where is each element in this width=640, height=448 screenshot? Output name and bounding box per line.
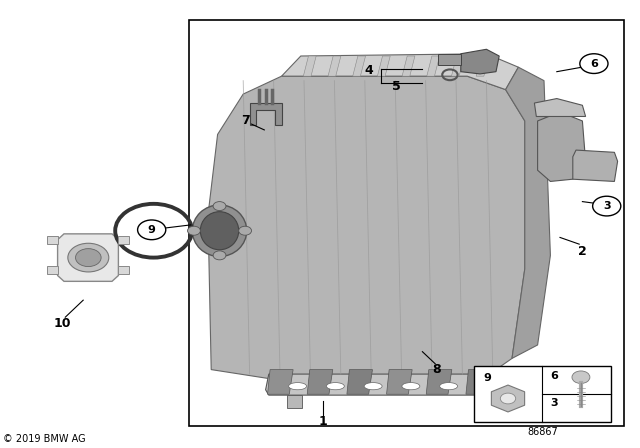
Polygon shape	[402, 56, 415, 76]
Ellipse shape	[477, 383, 495, 390]
Polygon shape	[387, 370, 412, 394]
Polygon shape	[573, 150, 618, 181]
Text: 7: 7	[241, 114, 250, 128]
Text: 6: 6	[590, 59, 598, 69]
Polygon shape	[506, 67, 550, 358]
Circle shape	[138, 220, 166, 240]
Ellipse shape	[326, 383, 344, 390]
Text: 8: 8	[432, 363, 441, 376]
Polygon shape	[268, 370, 293, 394]
Polygon shape	[504, 395, 520, 408]
Polygon shape	[378, 56, 390, 76]
Ellipse shape	[200, 211, 239, 250]
Polygon shape	[466, 370, 492, 394]
Text: 6: 6	[550, 371, 558, 381]
Polygon shape	[353, 56, 365, 76]
Polygon shape	[303, 56, 316, 76]
Circle shape	[580, 54, 608, 73]
Circle shape	[213, 251, 226, 260]
Bar	[47, 266, 58, 274]
Polygon shape	[250, 103, 282, 125]
Text: 2: 2	[578, 245, 587, 258]
Polygon shape	[438, 54, 461, 65]
Circle shape	[500, 393, 516, 404]
Polygon shape	[492, 385, 525, 412]
Bar	[474, 366, 611, 422]
Polygon shape	[534, 99, 586, 116]
Text: 3: 3	[603, 201, 611, 211]
Circle shape	[188, 226, 200, 235]
Polygon shape	[328, 56, 341, 76]
Polygon shape	[426, 370, 452, 394]
Ellipse shape	[192, 205, 247, 256]
Polygon shape	[208, 76, 525, 379]
Circle shape	[239, 226, 252, 235]
Polygon shape	[476, 56, 489, 76]
Polygon shape	[451, 56, 464, 76]
Polygon shape	[347, 370, 372, 394]
Bar	[118, 236, 129, 244]
Polygon shape	[461, 49, 499, 74]
Text: 10: 10	[53, 317, 71, 330]
Circle shape	[213, 202, 226, 211]
Text: 9: 9	[148, 225, 156, 235]
Bar	[118, 266, 129, 274]
Bar	[189, 20, 624, 426]
Polygon shape	[287, 395, 302, 408]
Ellipse shape	[440, 383, 458, 390]
Text: © 2019 BMW AG: © 2019 BMW AG	[3, 434, 86, 444]
Ellipse shape	[289, 383, 307, 390]
Text: 86867: 86867	[527, 427, 558, 437]
Bar	[47, 236, 58, 244]
Circle shape	[572, 371, 590, 383]
Text: 3: 3	[550, 398, 557, 408]
Circle shape	[593, 196, 621, 216]
Polygon shape	[282, 54, 518, 90]
Text: 4: 4	[364, 64, 373, 77]
Ellipse shape	[402, 383, 420, 390]
Polygon shape	[307, 370, 333, 394]
Text: 1: 1	[319, 414, 328, 428]
Text: 5: 5	[392, 79, 401, 93]
Ellipse shape	[364, 383, 382, 390]
Text: 9: 9	[483, 373, 491, 383]
Polygon shape	[427, 56, 440, 76]
Polygon shape	[266, 374, 538, 395]
Circle shape	[76, 249, 101, 267]
Polygon shape	[58, 234, 118, 281]
Circle shape	[68, 243, 109, 272]
Polygon shape	[538, 112, 586, 181]
